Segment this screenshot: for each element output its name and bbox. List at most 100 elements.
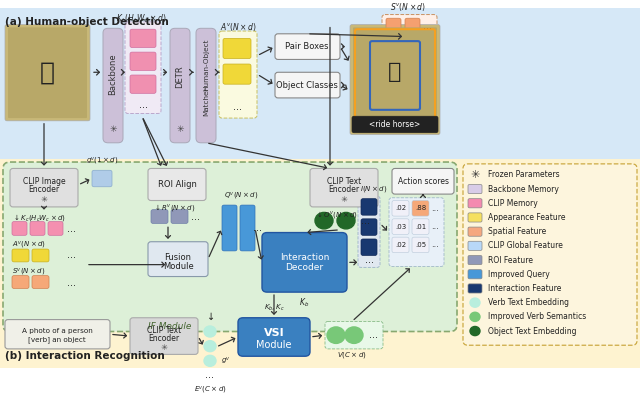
FancyBboxPatch shape	[32, 249, 49, 262]
Text: VSI: VSI	[264, 328, 284, 338]
FancyBboxPatch shape	[5, 320, 110, 349]
Text: Backbone: Backbone	[109, 54, 118, 95]
Circle shape	[337, 213, 355, 229]
Text: $\downarrow K_c(H_cW_c\times d)$: $\downarrow K_c(H_cW_c\times d)$	[12, 211, 66, 222]
FancyBboxPatch shape	[468, 255, 482, 264]
Text: $S^v(N\times d)$: $S^v(N\times d)$	[390, 1, 426, 13]
Text: Interaction Feature: Interaction Feature	[488, 284, 561, 293]
Text: ...: ...	[138, 100, 147, 110]
Text: Module: Module	[163, 262, 193, 271]
FancyBboxPatch shape	[389, 198, 444, 266]
FancyBboxPatch shape	[468, 227, 482, 236]
Text: (b) Interaction Recognition: (b) Interaction Recognition	[5, 351, 164, 361]
Text: $g^v(1\times d)$: $g^v(1\times d)$	[86, 156, 118, 167]
Text: <ride horse>: <ride horse>	[369, 120, 420, 129]
Text: Encoder: Encoder	[148, 334, 180, 343]
FancyBboxPatch shape	[468, 241, 482, 250]
Text: Encoder: Encoder	[28, 185, 60, 194]
Text: ROI Align: ROI Align	[157, 180, 196, 189]
Text: $K_b, K_c$: $K_b, K_c$	[264, 303, 284, 313]
FancyBboxPatch shape	[405, 18, 420, 33]
Text: DETR: DETR	[175, 65, 184, 88]
FancyBboxPatch shape	[468, 184, 482, 194]
Text: Module: Module	[256, 340, 292, 350]
FancyBboxPatch shape	[352, 116, 438, 133]
Text: Improved Verb Semantics: Improved Verb Semantics	[488, 312, 586, 321]
FancyBboxPatch shape	[392, 219, 409, 234]
Text: CLIP Global Feature: CLIP Global Feature	[488, 241, 563, 250]
FancyBboxPatch shape	[171, 210, 188, 223]
FancyBboxPatch shape	[382, 15, 437, 37]
Text: ...: ...	[253, 223, 262, 233]
Circle shape	[470, 327, 480, 336]
Text: ✳: ✳	[176, 125, 184, 134]
Text: Encoder: Encoder	[328, 185, 360, 194]
Circle shape	[327, 327, 345, 343]
FancyBboxPatch shape	[468, 199, 482, 208]
Text: ✳: ✳	[470, 170, 480, 180]
Text: Fusion: Fusion	[164, 253, 191, 262]
FancyBboxPatch shape	[240, 205, 255, 251]
Text: CLIP Text: CLIP Text	[147, 326, 181, 335]
FancyBboxPatch shape	[310, 169, 378, 207]
Text: ...: ...	[431, 241, 439, 250]
Circle shape	[204, 341, 216, 352]
Text: ✳: ✳	[40, 195, 47, 204]
Text: IF Module: IF Module	[148, 321, 192, 331]
Text: ...: ...	[67, 250, 77, 261]
Text: ...: ...	[362, 216, 371, 226]
FancyBboxPatch shape	[12, 275, 29, 288]
FancyBboxPatch shape	[151, 210, 168, 223]
Text: ...: ...	[431, 204, 439, 213]
Text: $E^v(C\times d)$: $E^v(C\times d)$	[193, 385, 227, 393]
FancyBboxPatch shape	[148, 242, 208, 277]
FancyBboxPatch shape	[361, 199, 377, 215]
Text: Object Classes: Object Classes	[276, 81, 338, 90]
Text: Interaction: Interaction	[280, 253, 329, 262]
FancyBboxPatch shape	[148, 169, 206, 200]
FancyBboxPatch shape	[196, 28, 216, 143]
FancyBboxPatch shape	[392, 237, 409, 253]
FancyBboxPatch shape	[412, 200, 429, 216]
Text: 🐎: 🐎	[388, 62, 402, 82]
Text: Pair Boxes: Pair Boxes	[285, 42, 329, 51]
Text: ...: ...	[369, 330, 378, 340]
Text: CLIP Image: CLIP Image	[22, 177, 65, 186]
Text: ...: ...	[191, 212, 200, 222]
FancyBboxPatch shape	[223, 39, 251, 59]
Text: Improved Query: Improved Query	[488, 270, 550, 279]
FancyBboxPatch shape	[412, 219, 429, 234]
Text: CLIP Memory: CLIP Memory	[488, 199, 538, 208]
FancyBboxPatch shape	[275, 34, 340, 59]
Text: $I(N\times d)$: $I(N\times d)$	[360, 184, 387, 194]
Text: ...: ...	[205, 371, 214, 380]
Text: $\downarrow$: $\downarrow$	[205, 311, 215, 322]
Text: $K_b$: $K_b$	[300, 297, 310, 309]
FancyBboxPatch shape	[350, 25, 440, 134]
Text: 🐎: 🐎	[40, 60, 54, 84]
Text: Object Text Embedding: Object Text Embedding	[488, 327, 577, 336]
FancyBboxPatch shape	[222, 205, 237, 251]
Text: ✳: ✳	[340, 195, 348, 204]
FancyBboxPatch shape	[48, 222, 63, 235]
FancyBboxPatch shape	[238, 318, 310, 356]
FancyBboxPatch shape	[10, 169, 78, 207]
Text: ✳: ✳	[161, 343, 168, 353]
Circle shape	[345, 327, 363, 343]
Text: .05: .05	[415, 242, 426, 248]
FancyBboxPatch shape	[0, 159, 640, 368]
Text: $g^v$: $g^v$	[221, 356, 231, 367]
FancyBboxPatch shape	[386, 18, 401, 33]
FancyBboxPatch shape	[130, 29, 156, 48]
Text: ...: ...	[431, 222, 439, 231]
FancyBboxPatch shape	[392, 169, 454, 194]
FancyBboxPatch shape	[30, 222, 45, 235]
FancyBboxPatch shape	[262, 233, 347, 292]
Text: $A^v(N\times d)$: $A^v(N\times d)$	[12, 240, 46, 251]
Text: $\downarrow O^v(N\times d)$: $\downarrow O^v(N\times d)$	[315, 209, 358, 220]
Circle shape	[204, 355, 216, 366]
Text: Decoder: Decoder	[285, 263, 324, 272]
FancyBboxPatch shape	[463, 164, 637, 345]
FancyBboxPatch shape	[361, 219, 377, 235]
Text: ...: ...	[422, 20, 431, 31]
